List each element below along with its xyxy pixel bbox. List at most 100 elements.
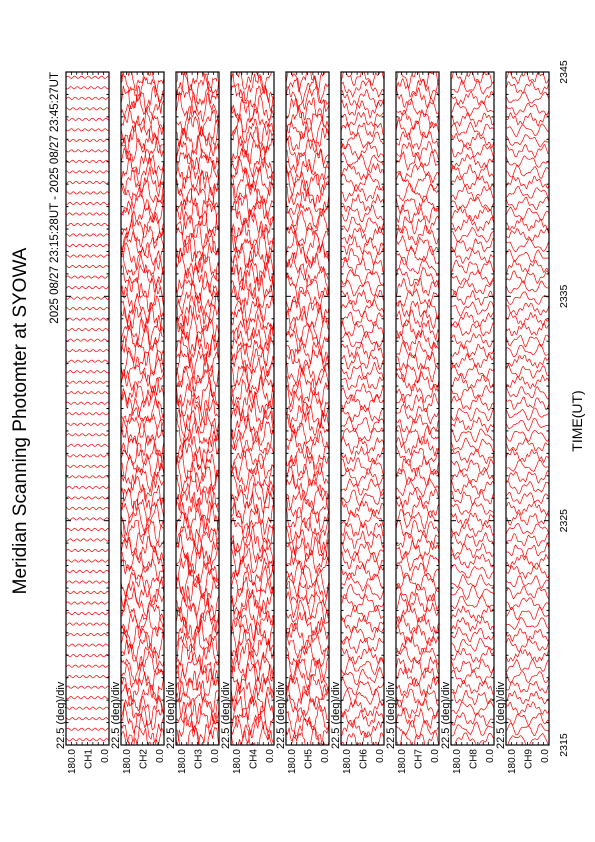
trace-line [176,554,219,587]
trace-line [451,395,494,411]
trace-line [396,363,439,384]
trace-line [396,572,439,592]
trace-line [121,702,164,734]
trace-line [286,556,329,586]
trace-line [341,709,384,729]
trace-line [341,382,384,402]
trace-line [396,676,439,699]
trace-line [66,601,109,605]
y-bottom-label: 0.0 [320,749,331,763]
y-top-label: 180.0 [67,749,78,774]
trace-line [286,325,329,356]
trace-line [231,649,274,682]
traces-ch2 [121,72,164,745]
trace-line [451,564,494,579]
trace-line [176,512,219,547]
trace-line [231,525,274,557]
trace-line [66,370,109,374]
trace-line [396,623,439,646]
trace-line [341,256,384,277]
trace-line [176,417,219,449]
y-top-label: 180.0 [507,749,518,774]
trace-line [231,460,274,492]
trace-line [231,516,274,547]
trace-line [396,119,439,141]
trace-line [341,614,384,634]
trace-line [506,671,549,683]
trace-line [176,545,219,577]
scale-label: 22.5 (deg)/div [495,681,507,749]
trace-line [451,164,494,180]
trace-line [506,334,549,348]
trace-line [506,459,549,472]
trace-line [341,572,384,592]
trace-line [506,143,549,159]
trace-line [176,490,219,523]
trace-line [506,217,549,232]
trace-line [341,247,384,266]
trace-line [506,343,549,358]
trace-line [121,569,164,598]
trace-line [121,557,164,588]
trace-line [66,317,109,321]
trace-line [121,608,164,639]
trace-line [121,264,164,293]
trace-line [66,727,109,731]
trace-line [176,356,219,388]
trace-line [231,723,274,745]
trace-line [341,719,384,738]
trace-line [506,206,549,221]
trace-line [396,414,439,436]
traces-ch5 [286,72,329,745]
trace-line [231,313,274,346]
trace-line [506,658,549,673]
trace-line [176,197,219,231]
trace-line [286,74,329,104]
trace-line [231,102,274,136]
trace-line [451,90,494,106]
trace-line [66,107,109,111]
trace-line [341,361,384,380]
trace-line [176,680,219,716]
trace-line [121,72,164,93]
trace-line [451,437,494,454]
trace-line [121,334,164,367]
trace-line [396,444,439,467]
trace-line [396,329,439,352]
trace-line [66,548,109,553]
trace-line [121,671,164,703]
scale-label: 22.5 (deg)/div [330,681,342,749]
trace-line [396,244,439,265]
trace-line [121,517,164,545]
trace-line [66,222,109,227]
trace-line [341,626,384,643]
trace-line [341,162,384,181]
trace-line [231,72,274,95]
trace-line [231,326,274,356]
trace-line [506,91,549,104]
trace-line [451,373,494,389]
x-tick-label: 2325 [558,509,570,533]
scale-label: 22.5 (deg)/div [220,681,232,749]
trace-line [396,141,439,162]
trace-line [66,275,109,279]
trace-line [121,503,164,537]
trace-line [176,148,219,180]
trace-line [451,480,494,495]
trace-line [66,454,109,458]
trace-line [66,738,109,742]
trace-line [506,112,549,127]
trace-line [451,259,494,275]
trace-line [286,252,329,281]
trace-line [176,630,219,661]
trace-line [286,493,329,525]
trace-line [396,225,439,246]
trace-line [66,128,109,132]
trace-line [66,212,109,216]
trace-line [176,669,219,703]
scale-label: 22.5 (deg)/div [275,681,287,749]
trace-line [286,208,329,235]
trace-line [286,683,329,711]
